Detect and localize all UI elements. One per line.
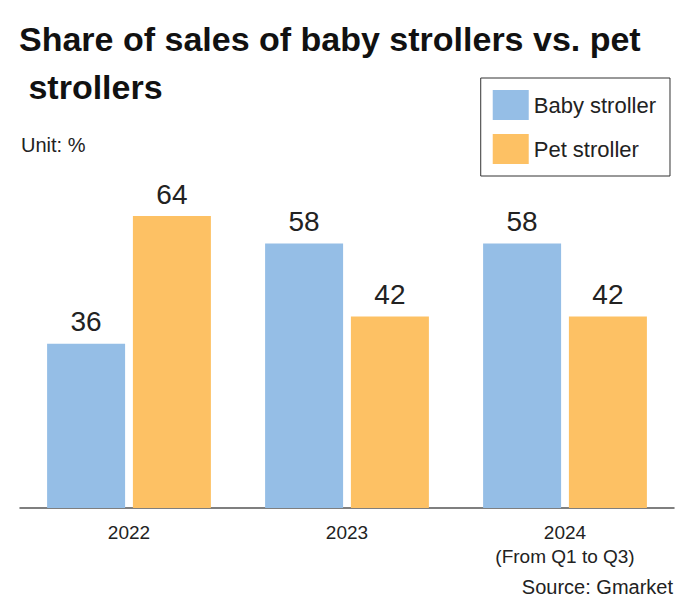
svg-text:Pet stroller: Pet stroller bbox=[534, 137, 639, 162]
svg-text:2022: 2022 bbox=[108, 522, 150, 543]
svg-text:64: 64 bbox=[156, 179, 187, 210]
svg-text:strollers: strollers bbox=[19, 68, 163, 106]
svg-text:2023: 2023 bbox=[326, 522, 368, 543]
svg-text:(From Q1 to Q3): (From Q1 to Q3) bbox=[495, 546, 634, 567]
svg-text:Source: Gmarket: Source: Gmarket bbox=[522, 576, 674, 598]
svg-text:2024: 2024 bbox=[544, 522, 587, 543]
svg-text:42: 42 bbox=[374, 279, 405, 310]
svg-text:Unit: %: Unit: % bbox=[21, 134, 86, 156]
svg-text:42: 42 bbox=[592, 279, 623, 310]
svg-text:58: 58 bbox=[507, 206, 538, 237]
svg-text:Baby stroller: Baby stroller bbox=[534, 93, 656, 118]
svg-text:36: 36 bbox=[71, 306, 102, 337]
svg-text:58: 58 bbox=[289, 206, 320, 237]
svg-text:Share of sales of baby strolle: Share of sales of baby strollers vs. pet bbox=[19, 20, 641, 58]
